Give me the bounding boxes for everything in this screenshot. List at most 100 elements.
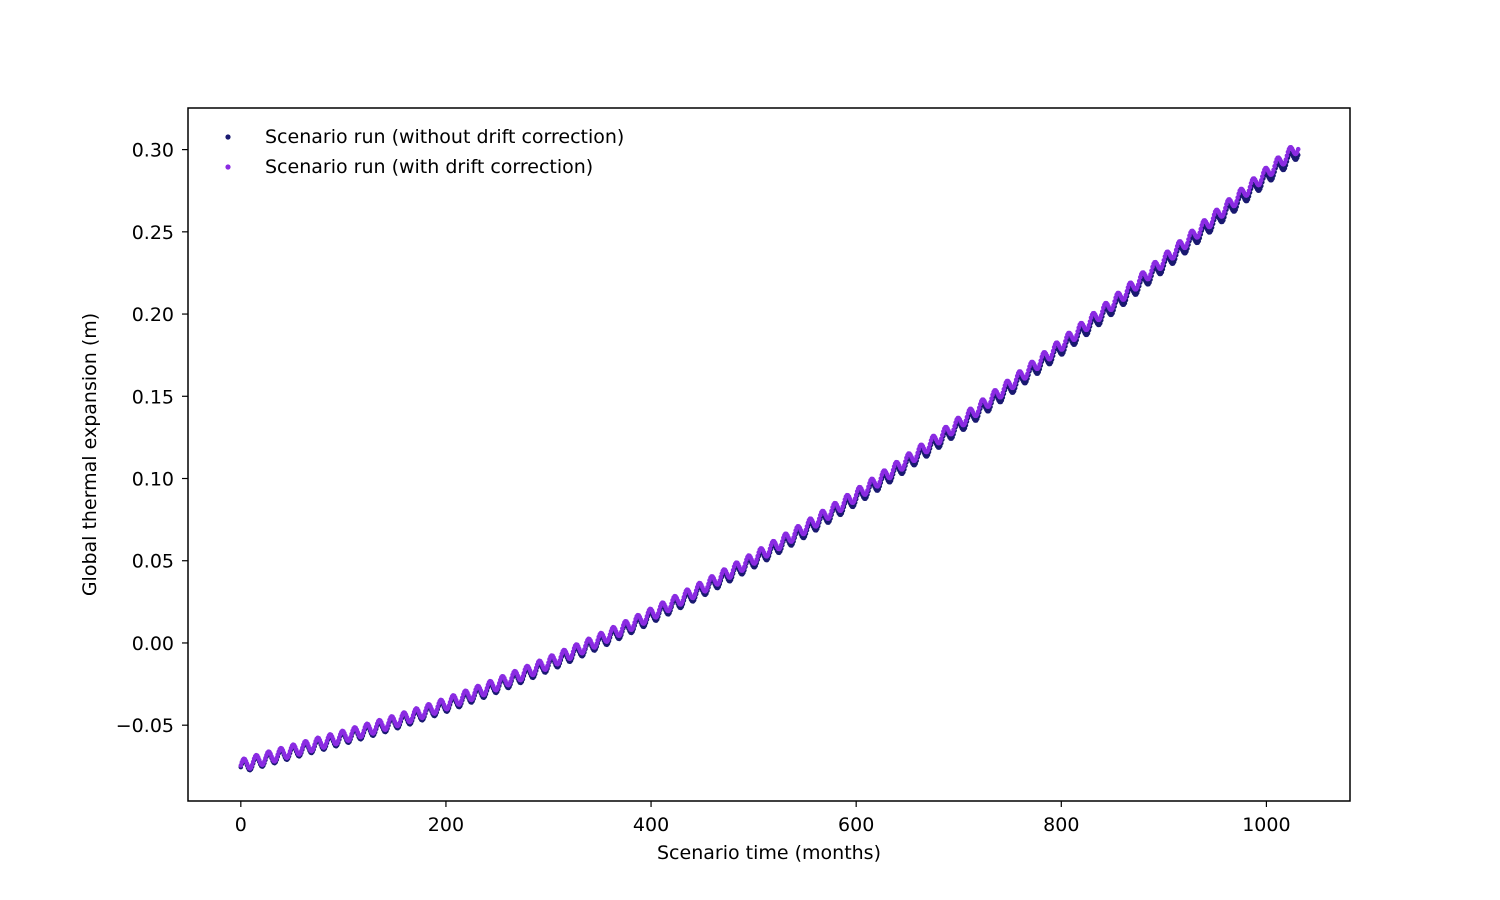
data-point — [964, 414, 970, 420]
y-tick-label: −0.05 — [116, 715, 174, 737]
data-point — [1173, 247, 1179, 253]
data-point — [755, 553, 761, 559]
x-tick-label: 1000 — [1242, 814, 1290, 836]
data-point — [1234, 198, 1239, 204]
data-point — [1123, 292, 1129, 298]
y-axis-label: Global thermal expansion (m) — [79, 313, 101, 596]
data-point — [1098, 312, 1104, 318]
data-point — [889, 471, 895, 476]
y-tick-label: 0.25 — [132, 222, 174, 244]
data-point — [902, 462, 907, 468]
data-point — [963, 418, 969, 423]
data-point — [1050, 348, 1056, 354]
data-point — [829, 508, 834, 514]
data-point — [1038, 358, 1044, 363]
data-point — [877, 479, 883, 485]
data-point — [1148, 272, 1153, 277]
data-point — [1235, 195, 1240, 200]
data-point — [952, 423, 957, 429]
x-tick-label: 400 — [633, 814, 669, 836]
x-axis: 0 200 400 600 800 1000 — [235, 801, 1291, 836]
legend-label-without-drift-correction: Scenario run (without drift correction) — [265, 126, 624, 148]
data-point — [939, 436, 944, 442]
data-point — [840, 504, 846, 509]
data-point — [1186, 237, 1191, 242]
data-point — [926, 445, 932, 450]
data-point — [767, 546, 773, 552]
data-point — [1272, 163, 1277, 169]
data-point — [804, 524, 810, 529]
data-point — [903, 459, 908, 464]
data-point — [792, 531, 797, 537]
data-point — [1246, 188, 1252, 194]
data-point — [915, 450, 921, 456]
data-point — [1026, 367, 1031, 373]
data-point — [1062, 342, 1067, 348]
data-point — [1258, 178, 1264, 183]
x-tick-label: 600 — [838, 814, 874, 836]
series-layer — [238, 145, 1301, 773]
y-tick-label: 0.00 — [132, 633, 174, 655]
data-point — [718, 574, 724, 580]
data-point — [1160, 261, 1166, 267]
data-point — [866, 484, 871, 490]
data-point — [1247, 184, 1253, 190]
data-point — [1063, 338, 1068, 344]
data-point — [975, 409, 981, 414]
data-point — [1074, 332, 1079, 338]
data-point — [988, 399, 993, 405]
data-point — [1271, 167, 1276, 173]
data-point — [853, 492, 859, 498]
data-point — [1222, 209, 1227, 215]
data-point — [1210, 216, 1216, 221]
y-axis: −0.05 0.00 0.05 0.10 0.15 0.20 0.25 0.30 — [116, 140, 188, 737]
series-with-drift-correction — [238, 145, 1301, 771]
y-tick-label: 0.15 — [132, 386, 174, 408]
data-point — [1295, 146, 1301, 152]
data-point — [865, 488, 870, 493]
legend-marker-without-drift-correction — [225, 134, 231, 140]
x-tick-label: 200 — [428, 814, 464, 836]
data-point — [1000, 390, 1006, 396]
data-point — [1284, 153, 1290, 159]
data-point — [730, 567, 736, 573]
data-point — [780, 539, 785, 544]
x-axis-label: Scenario time (months) — [657, 842, 881, 864]
data-point — [717, 578, 723, 583]
y-tick-label: 0.05 — [132, 551, 174, 573]
data-point — [1112, 299, 1117, 304]
data-point — [1100, 309, 1105, 314]
data-point — [841, 500, 847, 506]
data-point — [828, 512, 833, 517]
data-point — [1025, 371, 1030, 377]
data-point — [779, 542, 784, 548]
data-point — [1037, 361, 1043, 367]
data-point — [1185, 240, 1190, 246]
data-point — [1111, 302, 1116, 308]
data-point — [852, 496, 858, 501]
data-point — [1260, 174, 1265, 179]
data-point — [1197, 230, 1203, 235]
data-point — [1198, 226, 1204, 232]
data-point — [1086, 322, 1092, 328]
data-point — [754, 557, 759, 562]
x-tick-label: 0 — [235, 814, 247, 836]
data-point — [1172, 251, 1178, 256]
data-point — [1209, 219, 1215, 225]
data-point — [743, 560, 748, 566]
data-point — [766, 549, 772, 555]
data-point — [940, 432, 945, 438]
data-point — [1283, 157, 1289, 162]
data-point — [1012, 381, 1018, 386]
data-point — [1135, 282, 1141, 287]
data-point — [1087, 319, 1093, 324]
data-point — [927, 441, 933, 447]
data-point — [791, 535, 796, 540]
data-point — [989, 396, 994, 401]
data-point — [976, 405, 982, 411]
data-point — [729, 571, 735, 576]
plot-area — [187, 107, 1351, 802]
data-point — [815, 519, 821, 525]
data-point — [1124, 288, 1130, 294]
